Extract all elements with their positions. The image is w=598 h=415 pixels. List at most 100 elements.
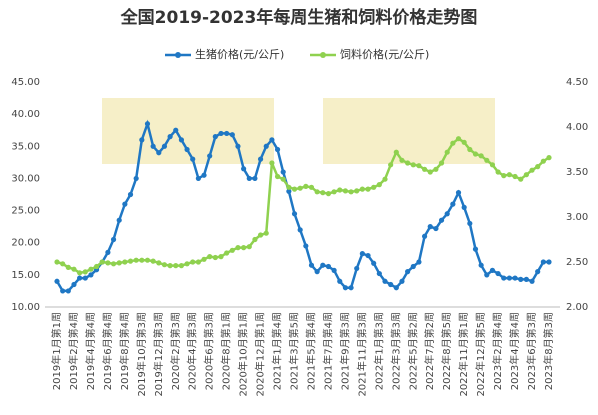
legend-label: 饲料价格(元/公斤)	[340, 47, 429, 61]
point	[127, 191, 134, 198]
point	[241, 245, 247, 251]
point	[173, 263, 179, 269]
point	[348, 189, 354, 195]
point	[263, 230, 269, 236]
point	[382, 278, 388, 284]
point	[478, 153, 484, 159]
point	[546, 259, 552, 265]
x-tick-label: 2022年1月第3周	[372, 312, 385, 390]
point	[201, 172, 207, 178]
point	[252, 175, 258, 182]
point	[393, 285, 399, 291]
x-tick-label: 2019年12月第3周	[152, 312, 165, 397]
x-tick-label: 2019年6月第4周	[101, 312, 114, 390]
y-tick-label: 45.00	[11, 77, 40, 88]
point	[297, 227, 303, 233]
point	[207, 254, 213, 260]
x-tick-label: 2022年5月第2周	[406, 312, 419, 390]
point	[365, 252, 371, 259]
point	[150, 143, 156, 149]
point	[506, 275, 513, 281]
point	[438, 217, 445, 223]
point	[342, 285, 349, 291]
point	[218, 130, 224, 137]
point	[167, 263, 173, 269]
point	[139, 137, 145, 143]
point	[133, 257, 139, 263]
point	[325, 263, 332, 270]
x-tick-label: 2020年6月第3周	[203, 312, 216, 390]
point	[354, 265, 360, 272]
y-tick-label: 25.00	[11, 206, 40, 217]
point	[116, 260, 122, 266]
point	[314, 269, 320, 275]
x-tick-label: 2021年3月第5周	[288, 312, 301, 390]
point	[433, 225, 439, 232]
point	[246, 244, 252, 250]
point	[512, 173, 518, 180]
point	[314, 189, 320, 195]
point	[348, 285, 354, 291]
series-line	[55, 119, 549, 293]
point	[518, 276, 524, 282]
point	[303, 183, 309, 189]
x-tick-label: 2021年9月第3周	[338, 312, 351, 390]
x-tick-label: 2022年7月第2周	[423, 312, 436, 390]
point	[156, 260, 162, 266]
point	[308, 184, 315, 190]
point	[489, 162, 496, 168]
point	[399, 278, 405, 284]
point	[365, 186, 371, 192]
point	[241, 166, 247, 172]
y-tick-label: 15.00	[11, 270, 40, 281]
point	[150, 258, 156, 264]
x-tick-label: 2020年4月第3周	[186, 312, 199, 390]
point	[60, 261, 66, 267]
point	[410, 263, 416, 270]
point	[523, 172, 529, 178]
point	[212, 254, 218, 261]
x-tick-label: 2023年8月第3周	[542, 312, 555, 390]
x-tick-label: 2019年10月第3周	[135, 312, 148, 397]
point	[421, 233, 428, 239]
point	[495, 169, 501, 175]
point	[235, 245, 241, 251]
point	[484, 157, 490, 163]
point	[105, 260, 111, 266]
point	[535, 164, 541, 170]
point	[291, 186, 298, 192]
y-tick-label: 20.00	[11, 238, 40, 249]
point	[297, 185, 303, 191]
x-tick-label: 2020年10月第1周	[237, 312, 250, 397]
y2-tick-label: 3.00	[566, 212, 588, 223]
point	[269, 160, 275, 166]
point	[427, 169, 433, 175]
point	[82, 269, 88, 275]
point	[359, 186, 365, 192]
y-tick-label: 40.00	[11, 109, 40, 120]
x-tick-label: 2022年8月第5周	[440, 312, 453, 390]
point	[523, 276, 529, 282]
point	[337, 187, 343, 193]
point	[331, 267, 337, 273]
series-line	[56, 137, 550, 275]
chart-title: 全国2019-2023年每周生猪和饲料价格走势图	[120, 7, 478, 28]
point	[342, 188, 349, 194]
point	[376, 182, 382, 188]
point	[506, 172, 513, 178]
point	[461, 139, 467, 145]
x-tick-label: 2023年2月第4周	[491, 312, 504, 390]
x-tick-label: 2020年12月第1周	[254, 312, 267, 397]
point	[286, 188, 292, 194]
point	[399, 157, 405, 163]
point	[546, 155, 552, 161]
point	[274, 173, 281, 180]
point	[212, 134, 218, 140]
point	[416, 163, 422, 169]
point	[139, 257, 145, 263]
point	[518, 176, 524, 182]
point	[540, 259, 546, 265]
point	[54, 259, 60, 265]
point	[122, 259, 128, 265]
x-tick-label: 2021年5月第4周	[304, 312, 317, 390]
